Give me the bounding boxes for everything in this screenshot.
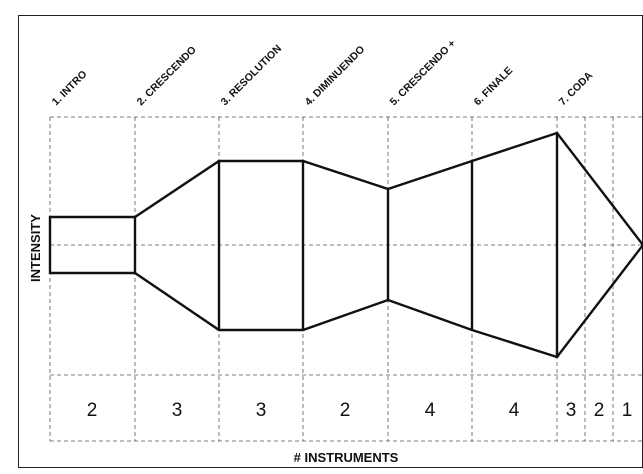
section-label-diminuendo: 4. DIMINUENDO [303, 44, 368, 109]
instrument-count-finale: 4 [509, 400, 520, 421]
section-label-coda: 7. CODA [557, 69, 596, 108]
x-axis-title: # INSTRUMENTS [294, 450, 399, 465]
instrument-count-diminuendo: 2 [340, 400, 351, 421]
y-axis-title: INTENSITY [28, 214, 43, 282]
instrument-count-intro: 2 [87, 400, 98, 421]
instrument-count-crescendo: 3 [172, 400, 183, 421]
section-label-resolution: 3. RESOLUTION [219, 43, 284, 108]
instrument-count-coda: 3 [566, 400, 577, 421]
section-label-finale: 6. FINALE [472, 65, 516, 109]
intensity-lower-outline [50, 244, 643, 359]
instrument-count-crescendo-plus: 4 [425, 400, 436, 421]
section-label-intro: 1. INTRO [50, 68, 90, 108]
instrument-count-coda-tail-1: 2 [594, 400, 605, 421]
instrument-count-resolution: 3 [256, 400, 267, 421]
section-label-crescendo-plus: 5. CRESCENDO + [388, 38, 459, 109]
intensity-upper-outline [50, 131, 643, 246]
section-label-crescendo: 2. CRESCENDO [135, 44, 199, 108]
instrument-count-coda-tail-2: 1 [622, 400, 633, 421]
